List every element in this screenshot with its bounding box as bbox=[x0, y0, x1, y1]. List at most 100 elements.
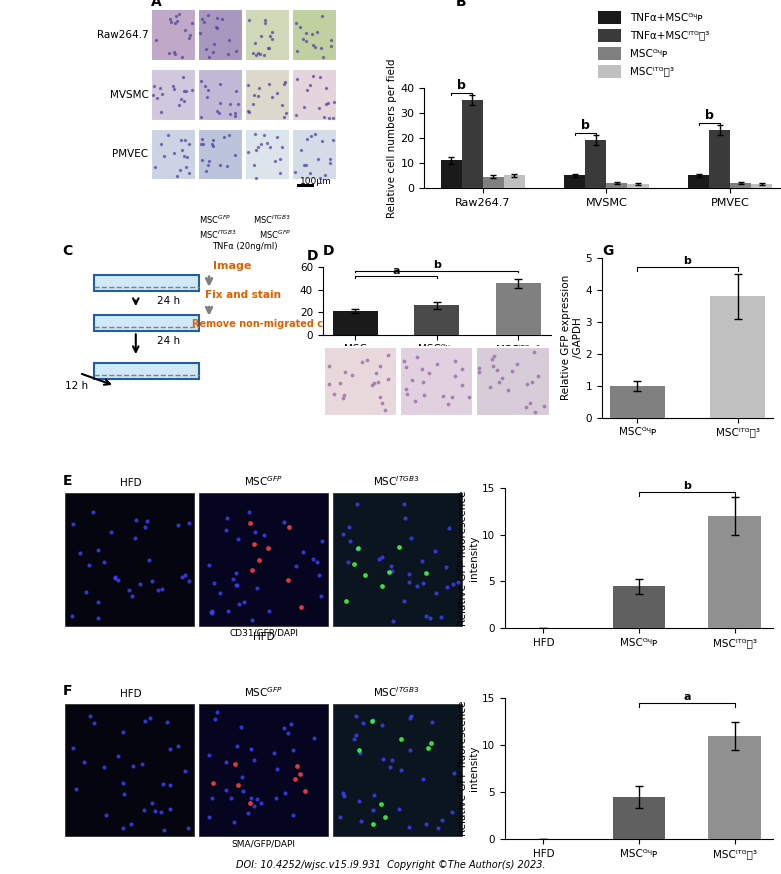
Point bbox=[301, 132, 313, 146]
Point bbox=[201, 90, 213, 104]
Point bbox=[440, 559, 452, 573]
Point bbox=[326, 133, 339, 147]
Point bbox=[201, 157, 214, 171]
Point bbox=[294, 600, 307, 614]
Point bbox=[211, 11, 223, 25]
Point bbox=[430, 586, 442, 600]
Point bbox=[223, 108, 236, 121]
Point bbox=[247, 46, 259, 60]
Point bbox=[278, 77, 291, 91]
Point bbox=[309, 39, 322, 53]
Point bbox=[376, 753, 389, 766]
Point bbox=[487, 350, 500, 364]
Point bbox=[531, 369, 544, 383]
Point bbox=[183, 517, 195, 531]
Point bbox=[270, 791, 283, 805]
Point bbox=[376, 579, 388, 593]
Bar bbox=[198, 9, 243, 60]
Point bbox=[176, 570, 188, 584]
Point bbox=[425, 737, 437, 751]
Point bbox=[357, 716, 369, 730]
Point bbox=[117, 822, 130, 836]
Point bbox=[393, 801, 405, 815]
Text: Image: Image bbox=[213, 261, 251, 271]
Point bbox=[211, 104, 223, 118]
Point bbox=[181, 150, 194, 164]
Point bbox=[307, 551, 319, 565]
Point bbox=[376, 551, 389, 565]
Point bbox=[456, 378, 469, 392]
Point bbox=[252, 140, 265, 154]
Point bbox=[181, 821, 194, 835]
Point bbox=[112, 573, 124, 587]
Point bbox=[289, 772, 301, 786]
Point bbox=[77, 755, 90, 769]
Point bbox=[138, 802, 151, 816]
Bar bbox=[415, 305, 459, 335]
Bar bbox=[333, 311, 378, 335]
Point bbox=[146, 573, 159, 587]
Point bbox=[315, 41, 327, 55]
Point bbox=[270, 762, 283, 776]
Bar bbox=[292, 69, 337, 121]
Point bbox=[352, 743, 365, 757]
Point bbox=[337, 786, 349, 800]
Bar bbox=[297, 184, 314, 187]
Point bbox=[230, 84, 243, 98]
Point bbox=[206, 133, 219, 147]
Point bbox=[315, 589, 327, 603]
Text: CD31/GFP/DAPI: CD31/GFP/DAPI bbox=[229, 628, 298, 637]
Bar bbox=[151, 69, 196, 121]
Point bbox=[91, 543, 104, 557]
Text: b: b bbox=[433, 260, 440, 270]
Point bbox=[146, 796, 159, 810]
Point bbox=[253, 81, 266, 95]
Bar bbox=[483, 177, 504, 188]
Point bbox=[368, 377, 380, 391]
Text: MVSMC: MVSMC bbox=[109, 89, 148, 100]
Bar bbox=[94, 316, 198, 331]
Point bbox=[266, 24, 279, 38]
Point bbox=[264, 140, 276, 154]
Text: PMVEC: PMVEC bbox=[112, 149, 148, 159]
Point bbox=[155, 105, 167, 119]
Point bbox=[373, 551, 385, 565]
Point bbox=[248, 87, 260, 101]
Point bbox=[274, 152, 287, 166]
Point bbox=[386, 753, 398, 767]
Point bbox=[463, 391, 476, 405]
Point bbox=[124, 816, 137, 830]
Point bbox=[253, 47, 266, 61]
Point bbox=[66, 608, 79, 622]
Point bbox=[295, 143, 308, 157]
Point bbox=[337, 391, 349, 405]
Point bbox=[446, 390, 458, 404]
Point bbox=[432, 821, 444, 835]
Point bbox=[148, 803, 161, 817]
Point bbox=[171, 14, 184, 28]
Point bbox=[305, 166, 317, 180]
Bar bbox=[598, 66, 621, 78]
Point bbox=[398, 496, 410, 510]
Point bbox=[237, 783, 250, 797]
Point bbox=[195, 110, 208, 124]
Point bbox=[358, 567, 371, 581]
Bar bbox=[94, 364, 198, 379]
Text: MSC$^{GFP}$: MSC$^{GFP}$ bbox=[244, 475, 284, 489]
Text: A: A bbox=[151, 0, 162, 9]
Point bbox=[201, 83, 214, 97]
Bar bbox=[245, 69, 290, 121]
Point bbox=[307, 38, 319, 52]
Text: b: b bbox=[581, 119, 590, 132]
Bar bbox=[607, 183, 627, 188]
Point bbox=[448, 369, 461, 383]
Point bbox=[405, 373, 418, 387]
Point bbox=[112, 749, 125, 763]
Point bbox=[491, 364, 504, 378]
Point bbox=[333, 376, 346, 390]
Point bbox=[306, 27, 319, 41]
Point bbox=[252, 45, 265, 59]
Point bbox=[404, 743, 416, 757]
Point bbox=[348, 558, 360, 572]
Point bbox=[287, 808, 299, 822]
